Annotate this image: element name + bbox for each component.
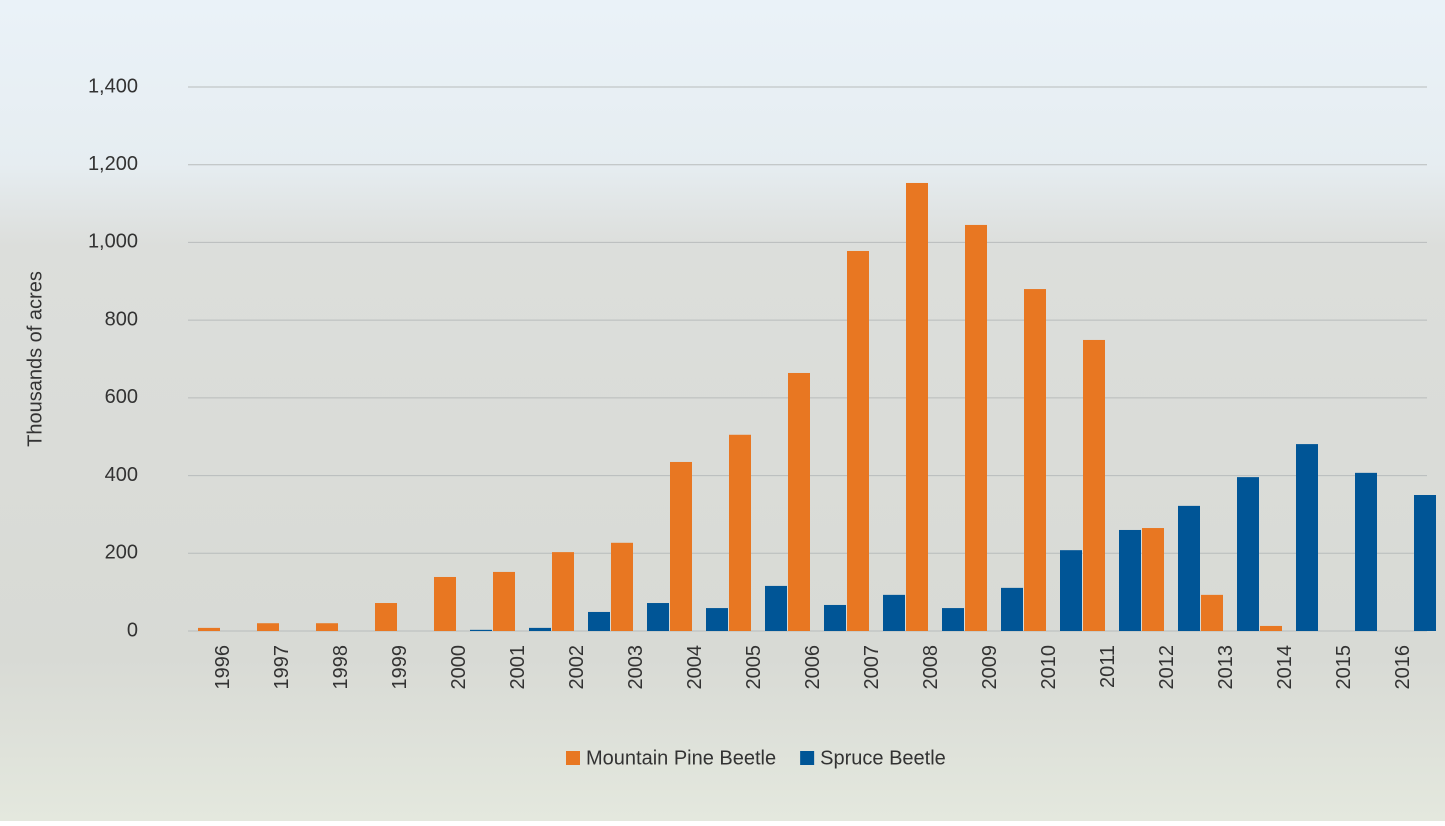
- bar: [529, 627, 551, 631]
- bar: [906, 182, 928, 631]
- bar: [647, 603, 669, 631]
- bar: [965, 224, 987, 631]
- x-tick-label: 1999: [389, 645, 411, 690]
- x-tick-label: 2001: [507, 645, 529, 690]
- legend-label: Spruce Beetle: [820, 747, 946, 769]
- x-tick-label: 2013: [1215, 645, 1237, 690]
- y-tick-label: 1,400: [88, 75, 138, 97]
- x-tick-label: 2002: [566, 645, 588, 690]
- bar: [824, 604, 846, 631]
- y-tick-label: 0: [127, 619, 138, 641]
- bar: [788, 372, 810, 631]
- bar: [1296, 444, 1318, 631]
- bar: [1414, 495, 1436, 631]
- bar: [316, 623, 338, 631]
- y-tick-label: 800: [105, 308, 138, 330]
- bar: [1083, 339, 1105, 631]
- x-tick-label: 2009: [979, 645, 1001, 690]
- x-tick-label: 2006: [802, 645, 824, 690]
- x-tick-label: 2016: [1392, 645, 1414, 690]
- legend: Mountain Pine Beetle Spruce Beetle: [566, 747, 946, 769]
- x-tick-label: 2012: [1156, 645, 1178, 690]
- bar: [1001, 587, 1023, 631]
- bar: [434, 576, 456, 631]
- bar: [883, 594, 905, 631]
- y-tick-label: 1,200: [88, 153, 138, 175]
- bar: [375, 603, 397, 631]
- bar: [198, 627, 220, 631]
- bar: [1119, 529, 1141, 631]
- x-tick-label: 2010: [1038, 645, 1060, 690]
- bar: [1355, 472, 1377, 631]
- legend-swatch: [800, 751, 815, 765]
- y-tick-label: 200: [105, 542, 138, 564]
- y-axis-label: Thousands of acres: [24, 271, 46, 447]
- y-tick-label: 1,000: [88, 231, 138, 253]
- bar: [493, 571, 515, 631]
- x-tick-label: 2005: [743, 645, 765, 690]
- bar: [1201, 594, 1223, 631]
- x-tick-label: 2003: [625, 645, 647, 690]
- x-tick-label: 2004: [684, 645, 706, 690]
- y-tick-label: 600: [105, 386, 138, 408]
- bar: [1060, 550, 1082, 631]
- bar: [552, 552, 574, 631]
- x-tick-label: 1998: [330, 645, 352, 690]
- bar: [1260, 625, 1282, 631]
- bar: [1024, 289, 1046, 631]
- bar: [729, 434, 751, 631]
- bar: [670, 461, 692, 631]
- bar: [1178, 505, 1200, 631]
- legend-swatch: [566, 751, 580, 765]
- x-tick-label: 1996: [212, 645, 234, 690]
- legend-label: Mountain Pine Beetle: [586, 747, 776, 769]
- y-tick-label: 400: [105, 464, 138, 486]
- bar: [942, 608, 964, 631]
- bar: [588, 611, 610, 631]
- x-tick-label: 2000: [448, 645, 470, 690]
- x-tick-label: 2015: [1333, 645, 1355, 690]
- x-tick-label: 2008: [920, 645, 942, 690]
- bar: [706, 608, 728, 631]
- bar: [257, 623, 279, 631]
- x-tick-label: 2014: [1274, 645, 1296, 690]
- x-tick-label: 1997: [271, 645, 293, 690]
- bar: [470, 629, 492, 631]
- x-tick-label: 2007: [861, 645, 883, 690]
- bar: [765, 585, 787, 631]
- bar: [611, 542, 633, 631]
- x-tick-label: 2011: [1097, 645, 1119, 688]
- bar: [1237, 477, 1259, 631]
- bar: [847, 250, 869, 631]
- bar: [1142, 528, 1164, 631]
